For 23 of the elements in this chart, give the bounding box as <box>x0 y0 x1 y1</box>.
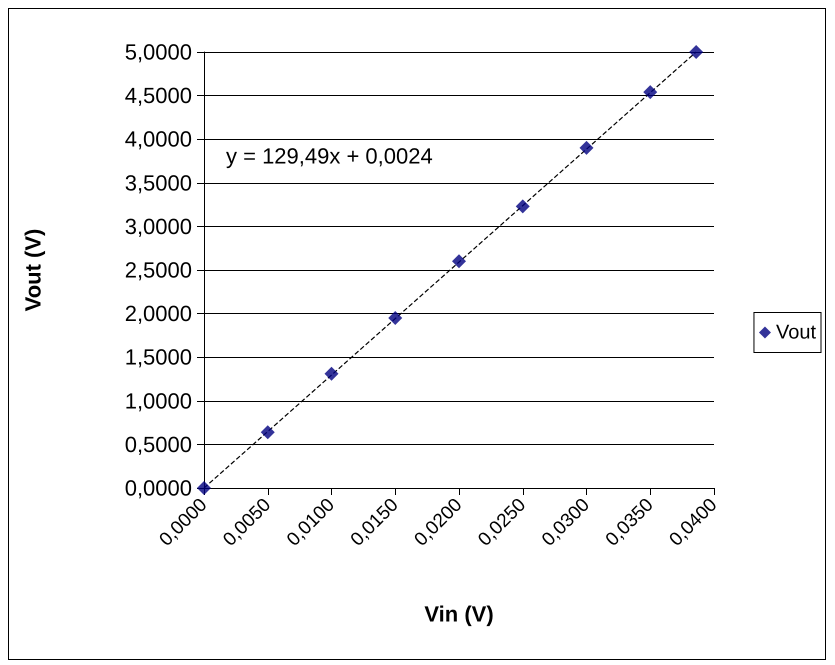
point <box>689 45 704 59</box>
point <box>388 310 402 325</box>
y-tick-label: 0,0000 <box>124 476 192 500</box>
point <box>516 199 530 214</box>
annotation: y = 129,49x + 0,0024 <box>226 144 433 168</box>
y-tick-label: 2,5000 <box>124 258 192 282</box>
y-axis-title: Vout (V) <box>20 228 46 312</box>
y-tick-label: 2,0000 <box>124 301 192 326</box>
point <box>580 140 594 155</box>
point <box>452 254 466 268</box>
y-tick-label: 1,0000 <box>124 388 192 414</box>
y-tick-label: 0,5000 <box>124 432 192 457</box>
y-tick-label: 1,5000 <box>124 344 192 370</box>
legend-label: Vout <box>776 322 816 344</box>
x-axis-title: Vin (V) <box>424 602 494 626</box>
point <box>260 425 275 440</box>
point <box>324 366 338 381</box>
y-tick-label: 4,5000 <box>124 83 192 108</box>
y-tick-label: 4,0000 <box>124 126 192 152</box>
point <box>643 85 658 100</box>
y-tick-label: 3,0000 <box>124 214 192 239</box>
y-tick-label: 5,0000 <box>124 40 192 64</box>
y-tick-label: 3,5000 <box>124 170 192 196</box>
